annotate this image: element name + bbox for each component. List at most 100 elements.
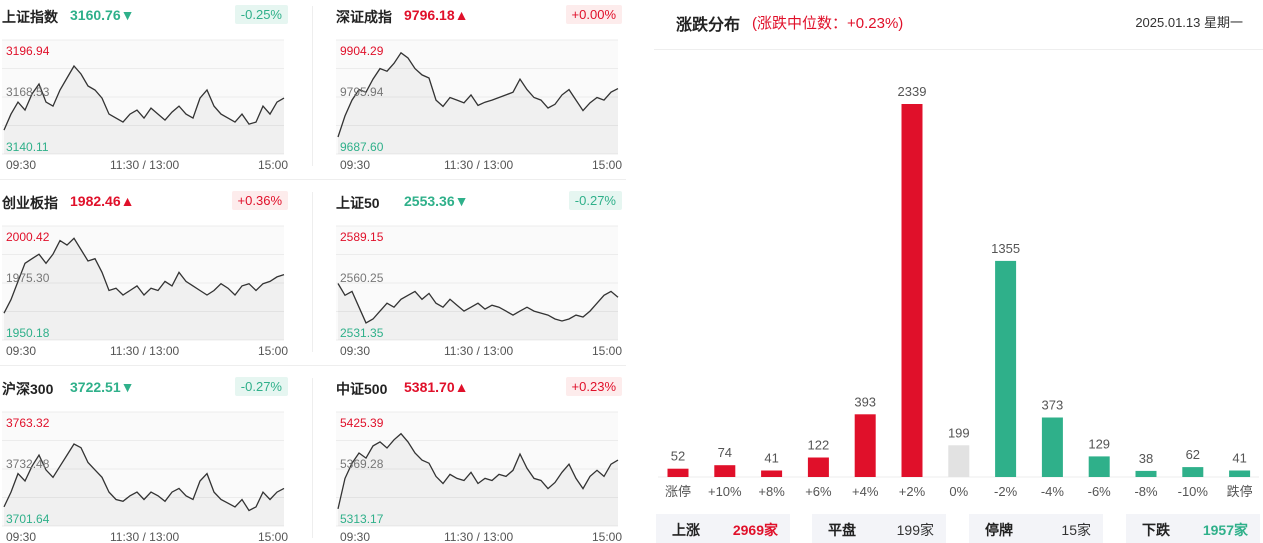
- bar-category-label: 涨停: [665, 484, 691, 499]
- index-panel-sz[interactable]: 深证成指 9796.18▲ +0.00% 9904.29 9795.94 9687.60…: [334, 4, 622, 184]
- y-low-label: 9687.60: [340, 140, 384, 154]
- summary-flat[interactable]: 平盘 199家: [812, 514, 946, 543]
- y-high-label: 9904.29: [340, 44, 384, 58]
- intraday-line-svg: [336, 225, 619, 341]
- summary-fall[interactable]: 下跌 1957家: [1126, 514, 1260, 543]
- y-high-label: 2000.42: [6, 230, 50, 244]
- price-area: [4, 238, 284, 340]
- y-mid-label: 3732.48: [6, 457, 50, 471]
- index-intraday-chart: 2589.15 2560.25 2531.35: [334, 212, 622, 342]
- index-panel-cyb[interactable]: 创业板指 1982.46▲ +0.36% 2000.42 1975.30 1950.18…: [0, 190, 288, 370]
- price-area: [338, 52, 618, 154]
- distribution-bar: [1229, 470, 1251, 477]
- bar-category-label: +10%: [708, 484, 742, 499]
- rise-fall-distribution: 涨跌分布 (涨跌中位数：+0.23%) 2025.01.13 星期一 52 涨停 7…: [654, 0, 1263, 543]
- index-intraday-chart: 2000.42 1975.30 1950.18: [0, 212, 288, 342]
- price-line: [3, 443, 285, 512]
- index-name: 深证成指: [336, 9, 392, 25]
- index-value: 3722.51▼: [70, 379, 135, 395]
- distribution-median: (涨跌中位数：+0.23%): [752, 15, 904, 32]
- y-low-label: 2531.35: [340, 326, 384, 340]
- divider: [0, 179, 626, 180]
- distribution-bar: [761, 470, 783, 477]
- bar-value-label: 62: [1186, 447, 1200, 462]
- index-change: +0.00%: [565, 5, 622, 24]
- intraday-line-svg: [2, 411, 285, 527]
- index-value: 3160.76▼: [70, 7, 135, 23]
- time-label: 15:00: [591, 530, 622, 543]
- bar-category-label: +4%: [852, 484, 879, 499]
- index-name: 上证50: [336, 195, 380, 211]
- price-area: [4, 444, 284, 526]
- distribution-bar: [714, 465, 736, 477]
- index-panel-sh[interactable]: 上证指数 3160.76▼ -0.25% 3196.94 3168.53 3140.11…: [0, 4, 288, 184]
- index-panel-sz50[interactable]: 上证50 2553.36▼ -0.27% 2589.15 2560.25 2531.35…: [334, 190, 622, 370]
- index-intraday-chart: 9904.29 9795.94 9687.60: [334, 26, 622, 156]
- index-intraday-chart: 3763.32 3732.48 3701.64: [0, 398, 288, 528]
- time-label: 09:30: [340, 344, 371, 358]
- bar-value-label: 41: [1232, 451, 1246, 466]
- summary-rise[interactable]: 上涨 2969家: [656, 514, 790, 543]
- distribution-date: 2025.01.13 星期一: [1135, 15, 1243, 30]
- index-change: +0.23%: [565, 377, 622, 396]
- index-value: 2553.36▼: [404, 193, 469, 209]
- distribution-bar: [995, 260, 1017, 477]
- bar-category-label: -4%: [1041, 484, 1065, 499]
- bar-value-label: 199: [948, 425, 970, 440]
- price-area: [4, 66, 284, 154]
- summary-label: 下跌: [1142, 522, 1170, 538]
- index-change: -0.27%: [234, 377, 288, 396]
- time-label: 09:30: [340, 158, 371, 172]
- y-mid-label: 1975.30: [6, 271, 50, 285]
- summary-value: 199家: [896, 522, 934, 538]
- y-low-label: 5313.17: [340, 512, 384, 526]
- index-name: 上证指数: [2, 9, 58, 25]
- summary-value: 1957家: [1202, 522, 1248, 538]
- bar-value-label: 373: [1042, 398, 1064, 413]
- time-label: 11:30 / 13:00: [444, 530, 514, 543]
- index-panel-zz500[interactable]: 中证500 5381.70▲ +0.23% 5425.39 5369.28 5313.1…: [334, 376, 622, 543]
- time-label: 15:00: [591, 344, 622, 358]
- distribution-bar: [1041, 417, 1063, 477]
- divider: [312, 378, 313, 538]
- bar-category-label: 0%: [949, 484, 968, 499]
- intraday-line-svg: [2, 39, 285, 155]
- summary-label: 上涨: [672, 522, 700, 538]
- price-area: [338, 433, 618, 526]
- bar-value-label: 74: [718, 445, 732, 460]
- distribution-bar: [807, 457, 829, 477]
- index-intraday-chart: 3196.94 3168.53 3140.11: [0, 26, 288, 156]
- y-high-label: 3196.94: [6, 44, 50, 58]
- distribution-bar: [1088, 456, 1110, 477]
- price-line: [337, 283, 619, 324]
- y-low-label: 1950.18: [6, 326, 50, 340]
- distribution-bar: [667, 468, 689, 477]
- bar-category-label: 跌停: [1227, 484, 1253, 499]
- divider: [312, 192, 313, 352]
- index-change: -0.25%: [234, 5, 288, 24]
- y-low-label: 3701.64: [6, 512, 50, 526]
- y-high-label: 5425.39: [340, 416, 384, 430]
- distribution-title: 涨跌分布: [676, 17, 741, 34]
- y-mid-label: 3168.53: [6, 85, 50, 99]
- time-label: 11:30 / 13:00: [444, 344, 514, 358]
- price-area: [338, 283, 618, 340]
- index-name: 创业板指: [2, 195, 58, 211]
- y-high-label: 2589.15: [340, 230, 384, 244]
- distribution-bar: [901, 104, 923, 477]
- price-line: [337, 51, 619, 138]
- bar-category-label: -8%: [1134, 484, 1158, 499]
- time-label: 15:00: [257, 530, 288, 543]
- price-line: [337, 432, 619, 510]
- intraday-line-svg: [2, 225, 285, 341]
- index-panel-hs300[interactable]: 沪深300 3722.51▼ -0.27% 3763.32 3732.48 3701.6…: [0, 376, 288, 543]
- intraday-line-svg: [336, 411, 619, 527]
- bar-category-label: -2%: [994, 484, 1018, 499]
- bar-value-label: 1355: [991, 241, 1020, 256]
- bar-category-label: +6%: [805, 484, 832, 499]
- bar-category-label: +8%: [758, 484, 785, 499]
- time-label: 11:30 / 13:00: [444, 158, 514, 172]
- summary-suspended[interactable]: 停牌 15家: [969, 514, 1103, 543]
- y-mid-label: 2560.25: [340, 271, 384, 285]
- y-high-label: 3763.32: [6, 416, 50, 430]
